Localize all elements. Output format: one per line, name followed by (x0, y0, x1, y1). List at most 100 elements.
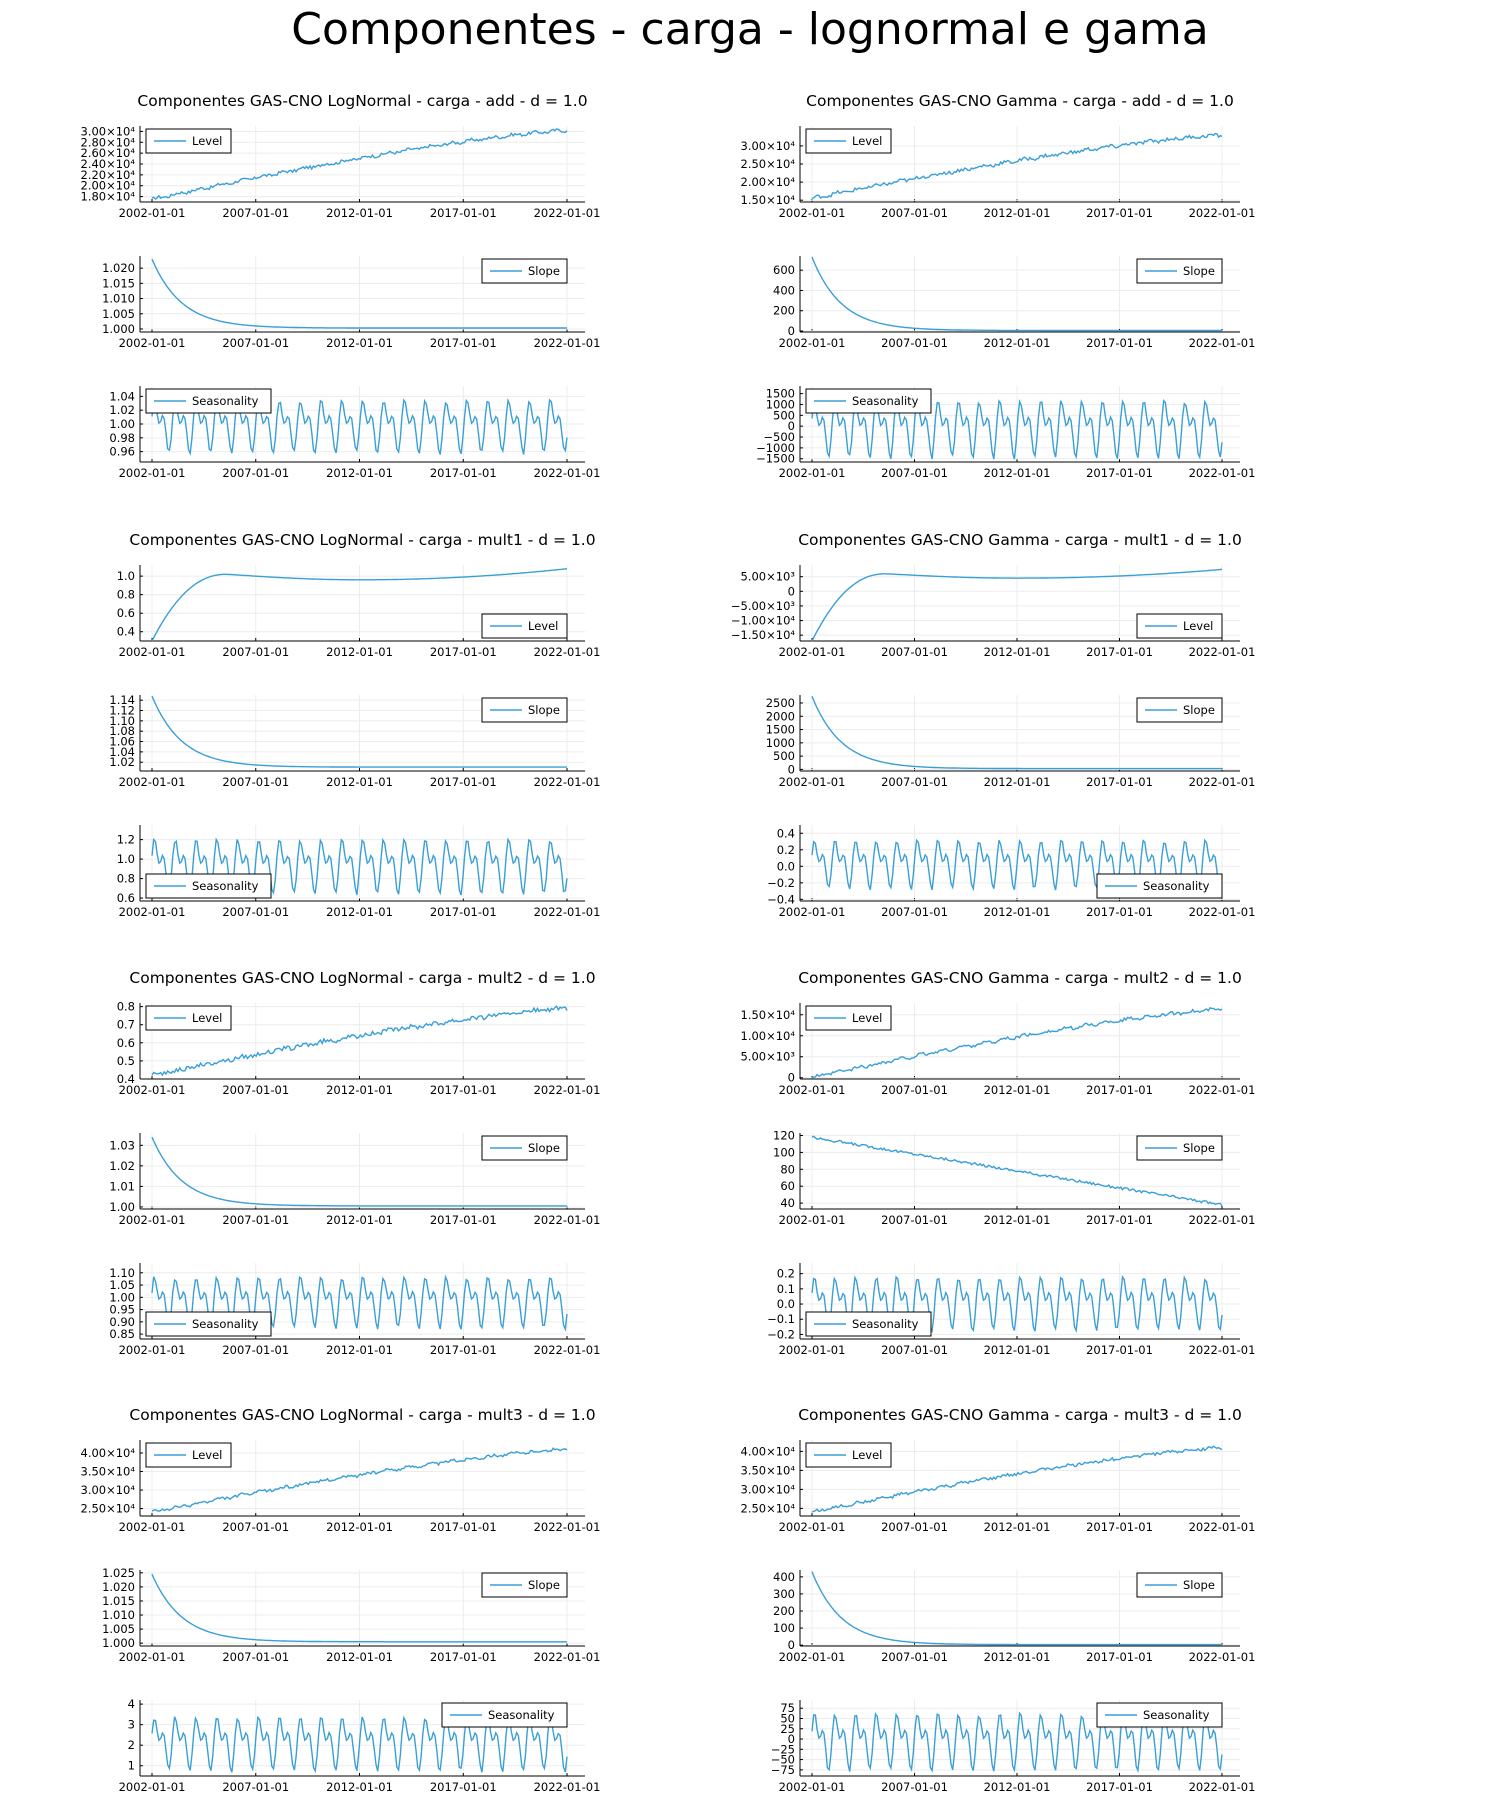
legend-label: Level (852, 1448, 882, 1462)
y-tick-label: 2000 (766, 709, 795, 723)
x-tick-label: 2012-01-01 (326, 775, 393, 789)
chart-panel: Componentes GAS-CNO Gamma - carga - mult… (731, 531, 1256, 659)
x-tick-label: 2022-01-01 (1189, 905, 1256, 919)
chart-panel: 2002-01-01 2007-01-01 2012-01-01 2017-01-01… (771, 1700, 1256, 1794)
panel-group-title: Componentes GAS-CNO Gamma - carga - mult… (798, 969, 1242, 987)
x-tick-label: 2007-01-01 (881, 206, 948, 220)
y-tick-label: 3.00×10⁴ (81, 1483, 136, 1497)
y-tick-label: 0 (788, 419, 795, 433)
x-tick-label: 2007-01-01 (881, 1650, 948, 1664)
x-tick-label: 2012-01-01 (326, 1083, 393, 1097)
y-tick-label: 1.00 (109, 417, 135, 431)
x-tick-label: 2022-01-01 (534, 645, 601, 659)
y-tick-label: 75 (780, 1701, 795, 1715)
y-tick-label: −5.00×10³ (731, 599, 796, 613)
y-tick-label: 1.02 (109, 403, 135, 417)
x-tick-label: 2012-01-01 (984, 905, 1051, 919)
y-tick-label: −0.4 (767, 892, 795, 906)
x-tick-label: 2017-01-01 (430, 905, 497, 919)
series-line-slope (811, 1135, 1223, 1207)
y-tick-label: 3 (128, 1718, 135, 1732)
y-tick-label: 1.2 (117, 833, 135, 847)
x-tick-label: 2007-01-01 (222, 1780, 289, 1794)
legend-label: Level (852, 1011, 882, 1025)
y-tick-label: 1.06 (109, 735, 135, 749)
y-tick-label: 1.00 (109, 1290, 135, 1304)
x-tick-label: 2012-01-01 (984, 1780, 1051, 1794)
y-tick-label: 400 (773, 283, 795, 297)
x-tick-label: 2007-01-01 (881, 336, 948, 350)
x-tick-label: 2022-01-01 (1189, 1780, 1256, 1794)
x-tick-label: 2007-01-01 (881, 645, 948, 659)
x-tick-label: 2012-01-01 (984, 645, 1051, 659)
y-tick-label: 0.85 (109, 1327, 135, 1341)
y-tick-label: 1.015 (102, 276, 135, 290)
x-tick-label: 2022-01-01 (534, 1343, 601, 1357)
x-tick-label: 2012-01-01 (326, 905, 393, 919)
panel-group-title: Componentes GAS-CNO LogNormal - carga - … (137, 92, 587, 110)
x-tick-label: 2012-01-01 (984, 1650, 1051, 1664)
legend-label: Slope (528, 1578, 560, 1592)
series-line-seasonality (811, 1274, 1223, 1334)
x-tick-label: 2002-01-01 (779, 1083, 846, 1097)
y-tick-label: 0.2 (777, 843, 795, 857)
x-tick-label: 2002-01-01 (119, 1520, 186, 1534)
y-tick-label: 0.98 (109, 431, 135, 445)
series-line-level (811, 1445, 1223, 1513)
x-tick-label: 2017-01-01 (430, 1213, 497, 1227)
legend-label: Slope (528, 264, 560, 278)
y-tick-label: 500 (773, 749, 795, 763)
x-tick-label: 2017-01-01 (1086, 905, 1153, 919)
y-tick-label: 4 (128, 1697, 135, 1711)
x-tick-label: 2002-01-01 (119, 1083, 186, 1097)
chart-panel: 2002-01-01 2007-01-01 2012-01-01 2017-01-01… (102, 1566, 600, 1664)
y-tick-label: 1.08 (109, 724, 135, 738)
y-tick-label: −500 (763, 430, 795, 444)
x-tick-label: 2002-01-01 (779, 1343, 846, 1357)
y-tick-label: 1.020 (102, 261, 135, 275)
x-tick-label: 2012-01-01 (326, 206, 393, 220)
y-tick-label: −1000 (756, 441, 795, 455)
x-tick-label: 2012-01-01 (984, 1083, 1051, 1097)
chart-panel: Componentes GAS-CNO Gamma - carga - mult… (741, 969, 1256, 1097)
series-line-seasonality (811, 1711, 1223, 1773)
chart-panel: Componentes GAS-CNO Gamma - carga - mult… (741, 1406, 1256, 1534)
x-tick-label: 2002-01-01 (779, 775, 846, 789)
y-tick-label: −1.00×10⁴ (731, 614, 796, 628)
y-tick-label: 25 (780, 1722, 795, 1736)
x-tick-label: 2002-01-01 (119, 1213, 186, 1227)
y-tick-label: 0 (788, 324, 795, 338)
x-tick-label: 2012-01-01 (326, 1780, 393, 1794)
x-tick-label: 2012-01-01 (984, 1520, 1051, 1534)
chart-panel: 2002-01-01 2007-01-01 2012-01-01 2017-01-01… (102, 256, 600, 350)
series-line-seasonality (811, 398, 1223, 460)
panel-group-title: Componentes GAS-CNO Gamma - carga - add … (806, 92, 1234, 110)
legend-label: Seasonality (192, 1317, 259, 1331)
legend-label: Slope (528, 1141, 560, 1155)
y-tick-label: 0.8 (117, 588, 135, 602)
x-tick-label: 2002-01-01 (779, 1650, 846, 1664)
y-tick-label: 0.0 (777, 1297, 795, 1311)
chart-panel: Componentes GAS-CNO LogNormal - carga - … (81, 92, 601, 220)
chart-panel: Componentes GAS-CNO LogNormal - carga - … (117, 969, 601, 1097)
chart-panel: 2002-01-01 2007-01-01 2012-01-01 2017-01-01… (773, 1570, 1255, 1664)
chart-panel: 2002-01-01 2007-01-01 2012-01-01 2017-01-01… (119, 1697, 601, 1794)
series-line-slope (811, 696, 1222, 770)
x-tick-label: 2002-01-01 (119, 466, 186, 480)
y-tick-label: 400 (773, 1570, 795, 1584)
y-tick-label: 1.03 (109, 1138, 135, 1152)
y-tick-label: −0.2 (767, 1327, 795, 1341)
x-tick-label: 2022-01-01 (534, 336, 601, 350)
series-line-slope (151, 1136, 567, 1207)
y-tick-label: 2.00×10⁴ (81, 179, 136, 193)
y-tick-label: 1000 (766, 736, 795, 750)
y-tick-label: 1.80×10⁴ (81, 190, 136, 204)
x-tick-label: 2012-01-01 (984, 1343, 1051, 1357)
series-line-level (151, 568, 568, 642)
x-tick-label: 2022-01-01 (1189, 1213, 1256, 1227)
x-tick-label: 2022-01-01 (1189, 1083, 1256, 1097)
y-tick-label: 0.8 (117, 872, 135, 886)
y-tick-label: 1.010 (102, 1608, 135, 1622)
x-tick-label: 2002-01-01 (119, 1780, 186, 1794)
